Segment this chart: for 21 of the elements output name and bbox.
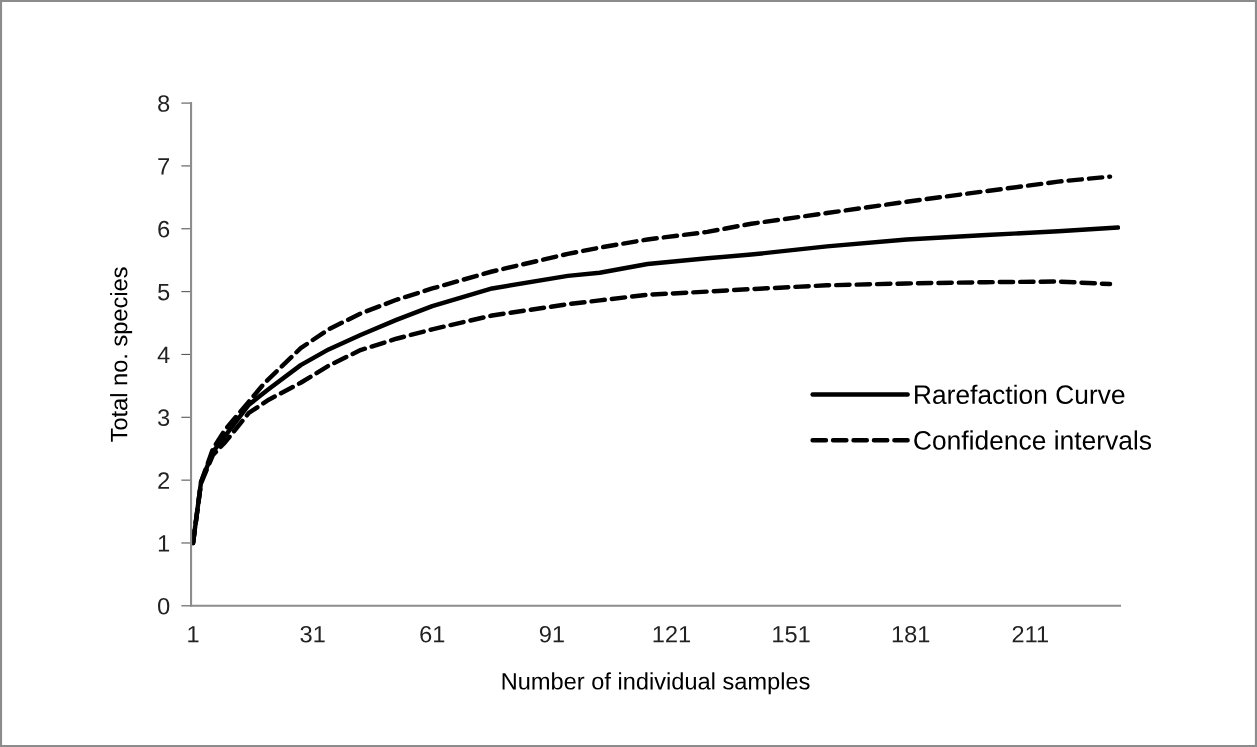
y-axis-title: Total no. species — [110, 267, 133, 442]
x-axis-title: Number of individual samples — [502, 672, 810, 695]
x-tick-label: 211 — [1012, 625, 1048, 643]
y-tick-label: 3 — [158, 409, 170, 427]
x-tick-label: 91 — [539, 625, 564, 643]
x-tick-label: 31 — [300, 625, 325, 643]
y-tick-label: 8 — [158, 95, 170, 112]
x-tick-label: 151 — [773, 626, 810, 643]
y-tick-label: 2 — [158, 472, 170, 489]
y-tick-label: 6 — [158, 220, 170, 238]
y-tick-label: 7 — [158, 158, 170, 175]
y-tick-label: 0 — [158, 597, 170, 615]
y-tick-label: 1 — [158, 535, 170, 552]
x-tick-label: 1 — [188, 626, 199, 643]
y-tick-label: 5 — [158, 283, 170, 301]
legend-label: Rarefaction Curve — [915, 384, 1125, 405]
x-tick-label: 61 — [420, 625, 445, 643]
y-tick-label: 4 — [157, 346, 170, 364]
x-tick-label: 121 — [653, 625, 691, 643]
legend-label: Confidence intervals — [914, 430, 1152, 450]
x-tick-label: 181 — [892, 625, 930, 643]
